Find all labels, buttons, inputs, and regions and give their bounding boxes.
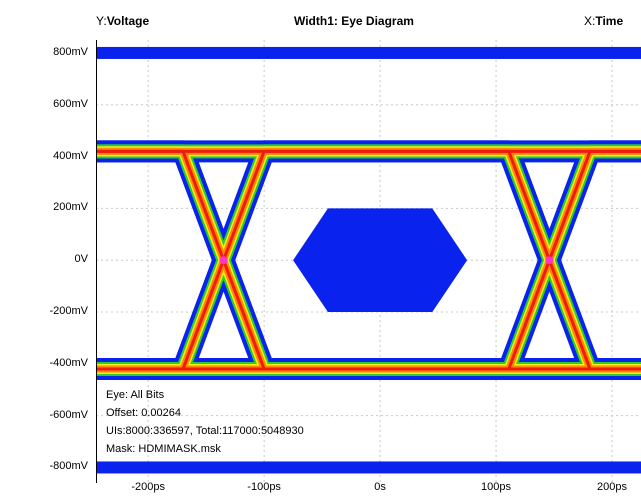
crossing-point <box>545 256 554 265</box>
y-tick-label: -600mV <box>49 408 88 421</box>
y-tick-label: 600mV <box>53 97 88 110</box>
y-axis-label: Voltage <box>106 14 150 28</box>
top-mask-bar <box>96 46 641 59</box>
y-axis-header: Y:Voltage <box>96 14 149 28</box>
y-tick-label: 400mV <box>53 149 88 162</box>
x-tick-label: -100ps <box>247 481 281 493</box>
info-mask: Mask: HDMIMASK.msk <box>106 443 221 455</box>
x-tick-label: -200ps <box>131 481 165 493</box>
x-axis-header: X:Time <box>584 14 623 28</box>
y-tick-label: 0V <box>74 253 88 266</box>
info-uis: UIs:8000:336597, Total:117000:5048930 <box>106 425 304 437</box>
bottom-mask-bar <box>96 461 641 474</box>
x-axis-label: Time <box>595 14 624 28</box>
info-offset: Offset: 0.00264 <box>106 407 182 419</box>
y-tick-label: 800mV <box>53 45 88 58</box>
y-tick-label: -800mV <box>49 460 88 473</box>
info-eye: Eye: All Bits <box>106 389 165 401</box>
chart-title: Width1: Eye Diagram <box>294 14 414 28</box>
central-mask-hexagon <box>293 208 468 312</box>
y-tick-label: 200mV <box>53 201 88 214</box>
x-tick-label: 200ps <box>597 481 627 493</box>
eye-plot <box>96 40 641 483</box>
y-tick-label: -400mV <box>49 356 88 369</box>
x-axis-prefix: X: <box>584 14 596 28</box>
crossing-point <box>219 256 228 265</box>
y-tick-label: -200mV <box>49 305 88 318</box>
x-tick-label: 0s <box>374 481 386 493</box>
y-axis-prefix: Y: <box>96 14 107 28</box>
x-tick-label: 100ps <box>481 481 512 493</box>
